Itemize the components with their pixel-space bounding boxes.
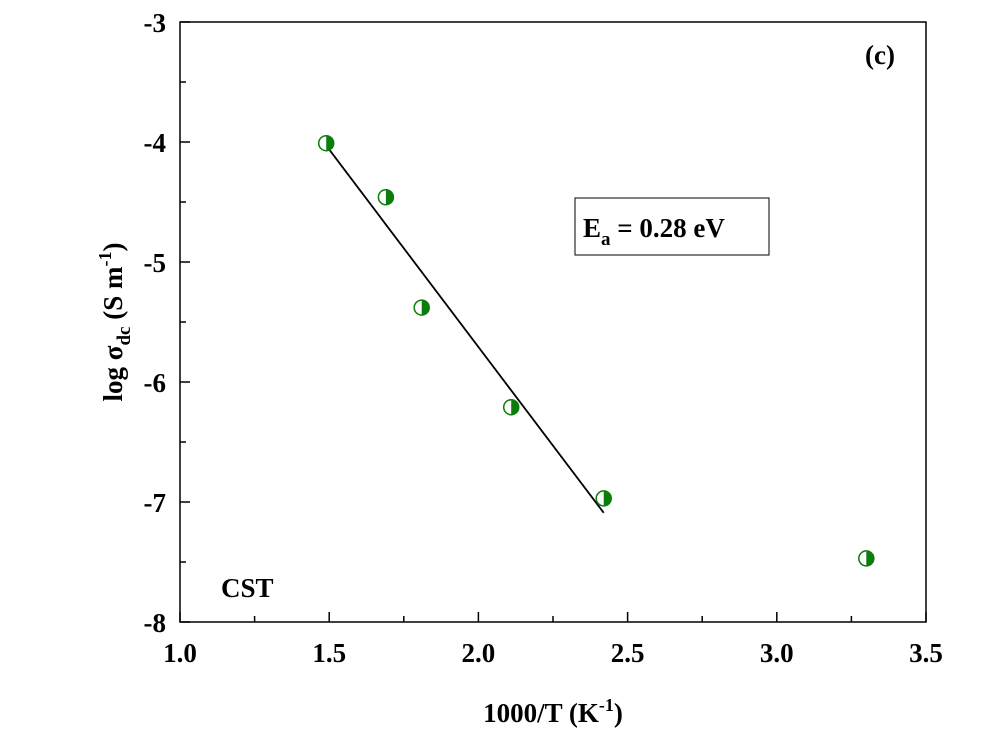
data-point-fill xyxy=(385,189,394,205)
data-point xyxy=(502,398,520,416)
y-tick-label: -6 xyxy=(144,368,167,398)
ea-value: = 0.28 eV xyxy=(611,213,726,243)
y-title-tail: ) xyxy=(98,243,128,252)
data-point xyxy=(413,299,430,316)
fit-line xyxy=(325,145,605,514)
data-point-outline xyxy=(413,299,430,316)
tick-labels: 1.0 1.5 2.0 2.5 3.0 3.5 -8 -7 -6 -5 -4 -3 xyxy=(144,8,943,668)
y-tick-label: -7 xyxy=(144,488,167,518)
data-point xyxy=(858,550,875,567)
data-point xyxy=(377,188,395,206)
y-axis-title: log σdc (S m-1) xyxy=(95,243,135,402)
x-tick-label: 1.5 xyxy=(312,638,346,668)
data-point-outline xyxy=(377,188,395,206)
plot-frame xyxy=(179,21,927,623)
x-axis-title: 1000/T (K-1) xyxy=(483,695,623,728)
data-point xyxy=(595,490,612,507)
ea-sub: a xyxy=(601,229,611,250)
data-point-fill xyxy=(326,135,334,151)
y-tick-label: -3 xyxy=(144,8,167,38)
y-title-sub: dc xyxy=(114,327,135,346)
y-tick-label: -4 xyxy=(144,128,167,158)
data-point-fill xyxy=(511,399,519,415)
y-title-pre: log σ xyxy=(98,345,128,401)
x-title-main: 1000/T (K xyxy=(483,698,599,728)
data-point-outline xyxy=(317,134,335,152)
activation-energy-label: Ea = 0.28 eV xyxy=(583,213,725,250)
x-tick-label: 2.5 xyxy=(611,638,645,668)
x-title-sup: -1 xyxy=(599,695,614,715)
y-tick-label: -8 xyxy=(144,608,167,638)
y-tick-label: -5 xyxy=(144,248,167,278)
x-tick-label: 3.5 xyxy=(909,638,943,668)
panel-label: (c) xyxy=(865,40,895,70)
data-point-outline xyxy=(502,398,520,416)
x-title-tail: ) xyxy=(614,698,623,728)
ticks xyxy=(179,21,927,623)
data-point xyxy=(317,134,335,152)
data-point-fill xyxy=(866,550,874,566)
x-tick-label: 3.0 xyxy=(760,638,794,668)
data-point-fill xyxy=(421,300,430,316)
activation-energy-box xyxy=(574,197,770,256)
y-title-mid: (S m xyxy=(98,266,128,327)
ea-main: E xyxy=(583,213,601,243)
markers xyxy=(317,134,875,567)
data-point-fill xyxy=(603,490,612,506)
sample-label: CST xyxy=(221,573,274,603)
data-point-outline xyxy=(858,550,875,567)
y-title-sup: -1 xyxy=(95,252,115,267)
x-tick-label: 1.0 xyxy=(163,638,197,668)
data-point-outline xyxy=(595,490,612,507)
x-tick-label: 2.0 xyxy=(462,638,496,668)
